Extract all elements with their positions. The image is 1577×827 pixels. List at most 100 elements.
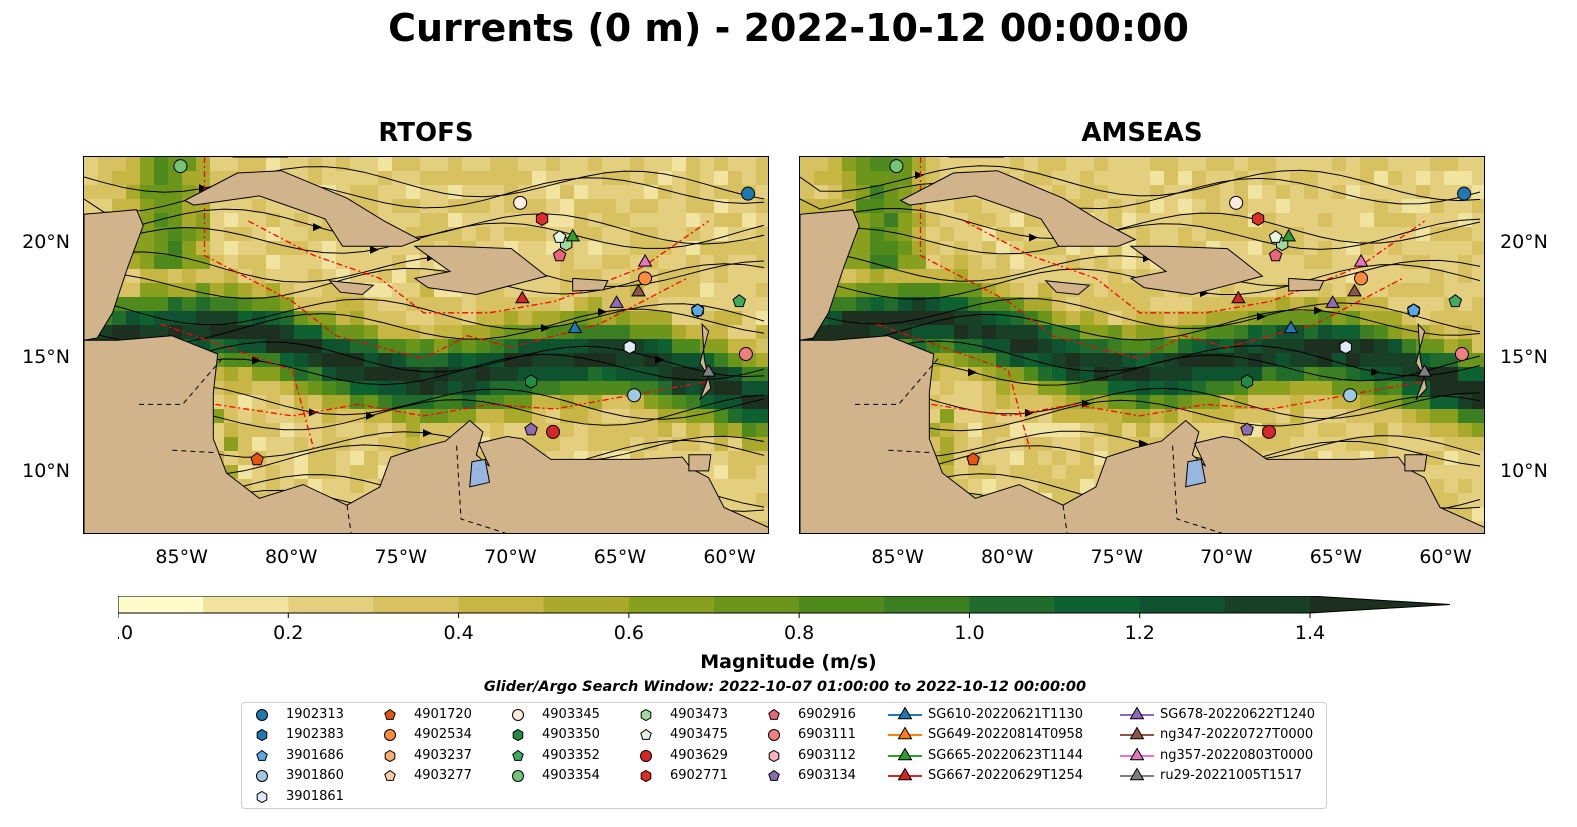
legend-label: 4903473	[670, 707, 728, 722]
x-tick-label: 60°W	[703, 546, 756, 568]
platform-3901861	[1339, 340, 1352, 355]
legend-marker-triangle	[897, 726, 913, 740]
colorbar-segment	[458, 596, 545, 613]
legend-label: 4903352	[542, 747, 600, 763]
x-tick-label: 70°W	[1200, 546, 1253, 568]
legend-marker-circle	[768, 729, 780, 742]
legend-marker-hexagon	[640, 708, 652, 722]
legend-marker-triangle	[1129, 706, 1145, 720]
colorbar-segment	[799, 596, 885, 613]
x-tick-label: 65°W	[1309, 546, 1363, 568]
search-window-caption: Glider/Argo Search Window: 2022-10-07 01…	[483, 679, 1087, 695]
platform-4903350	[525, 374, 538, 389]
platform-4903352	[1448, 294, 1463, 308]
y-tick-label-left: 10°N	[22, 460, 70, 483]
colorbar-segment	[714, 596, 800, 613]
platform-3901686	[690, 303, 705, 317]
platform-ng357-20220803T0000	[1353, 253, 1369, 267]
platform-SG667-20220629T1254	[515, 290, 530, 304]
legend-label: 6903111	[798, 727, 856, 743]
legend-marker-hexagon	[640, 770, 652, 783]
legend-marker-pentagon	[768, 770, 780, 782]
platform-3901686	[1406, 303, 1421, 317]
x-tick-label: 75°W	[1090, 546, 1144, 568]
legend-label: 3901686	[286, 747, 344, 763]
platform-3901860	[1343, 388, 1358, 403]
country-borders	[138, 358, 507, 533]
legend-label: SG649-20220814T0958	[928, 727, 1084, 743]
colorbar-segment	[373, 596, 460, 613]
platform-SG665-20220623T1144	[1281, 228, 1297, 242]
platform-1902313	[1457, 186, 1472, 201]
platform-6902916	[552, 248, 567, 262]
legend-marker-triangle	[897, 706, 913, 720]
platform-ng347-20220727T0000	[1347, 283, 1362, 297]
platform-6903111	[738, 347, 753, 362]
colorbar-label: Magnitude (m/s)	[700, 651, 877, 673]
legend-label: 6903112	[798, 747, 856, 763]
legend-label: 4901720	[414, 707, 472, 722]
platform-ru29-20221005T1517	[701, 363, 716, 377]
platform-6903111	[1454, 347, 1469, 362]
eez-boundaries	[876, 157, 1425, 451]
legend-label: 4903475	[670, 727, 728, 743]
legend-label: SG667-20220629T1254	[928, 768, 1084, 784]
platform-ng357-20220803T0000	[637, 253, 653, 267]
colorbar-segment	[1139, 596, 1226, 613]
legend-label: ng347-20220727T0000	[1160, 727, 1314, 743]
platform-4903629	[1262, 424, 1277, 439]
platform-4903345	[1229, 195, 1244, 210]
platform-ru29-20221005T1517	[1417, 363, 1432, 377]
legend-label: 6902771	[670, 768, 728, 784]
legend-label: 4903237	[414, 747, 472, 763]
legend-marker-pentagon	[384, 708, 396, 720]
colorbar-segment	[628, 596, 715, 613]
legend-label: 3901860	[286, 768, 344, 784]
magnitude-field	[800, 157, 1484, 533]
y-tick-label-left: 15°N	[22, 345, 70, 368]
legend-marker-triangle	[1129, 726, 1145, 740]
platform-4901720	[966, 452, 980, 466]
legend-marker-pentagon	[768, 708, 780, 720]
platform-6903134	[524, 422, 538, 436]
colorbar-tick-label: 1.4	[1295, 622, 1325, 644]
map-panel-amseas	[799, 156, 1485, 534]
colorbar-segment	[884, 596, 970, 613]
legend-label: 4903629	[670, 747, 728, 763]
x-tick-label: 70°W	[484, 546, 537, 568]
legend-label: ru29-20221005T1517	[1160, 768, 1303, 784]
legend-label: 1902313	[286, 707, 344, 722]
legend-marker-hexagon	[256, 790, 268, 803]
platform-4903354	[889, 159, 904, 174]
legend-marker-triangle	[897, 767, 913, 781]
land	[84, 157, 768, 533]
platform-6902771	[535, 211, 549, 226]
legend-marker-hexagon	[384, 749, 396, 762]
legend-label: 4903350	[542, 727, 600, 743]
platform-4903475	[552, 230, 567, 243]
x-tick-label: 80°W	[264, 546, 318, 568]
land	[800, 157, 1484, 533]
platform-6903134	[1240, 422, 1254, 436]
colorbar-segment	[203, 596, 289, 613]
x-tick-label: 60°W	[1419, 546, 1472, 568]
platform-SG610-20220621T1130	[567, 320, 583, 334]
colorbar-tick-label: 1.2	[1125, 622, 1155, 644]
x-tick-label: 65°W	[593, 546, 647, 568]
legend-marker-triangle	[1129, 767, 1145, 781]
legend-label: 6902916	[798, 707, 856, 722]
legend-marker-triangle	[897, 747, 913, 760]
legend-marker-pentagon	[640, 729, 652, 741]
legend-marker-circle	[512, 770, 524, 783]
platform-4903350	[1241, 374, 1254, 389]
colorbar: 0.0 0.2 0.4 0.6 0.8 1.0 1.2 1.4	[103, 595, 1460, 650]
y-tick-label-left: 20°N	[22, 231, 70, 254]
legend-label: 6903134	[798, 768, 856, 784]
figure-title: Currents (0 m) - 2022-10-12 00:00:00	[388, 6, 1189, 50]
colorbar-tick-label: 0.0	[118, 622, 133, 644]
x-tick-label: 80°W	[980, 546, 1034, 568]
platform-SG665-20220623T1144	[565, 228, 581, 242]
legend-marker-circle	[384, 729, 396, 742]
x-tick-label: 85°W	[871, 546, 924, 568]
platform-SG610-20220621T1130	[1283, 320, 1299, 334]
